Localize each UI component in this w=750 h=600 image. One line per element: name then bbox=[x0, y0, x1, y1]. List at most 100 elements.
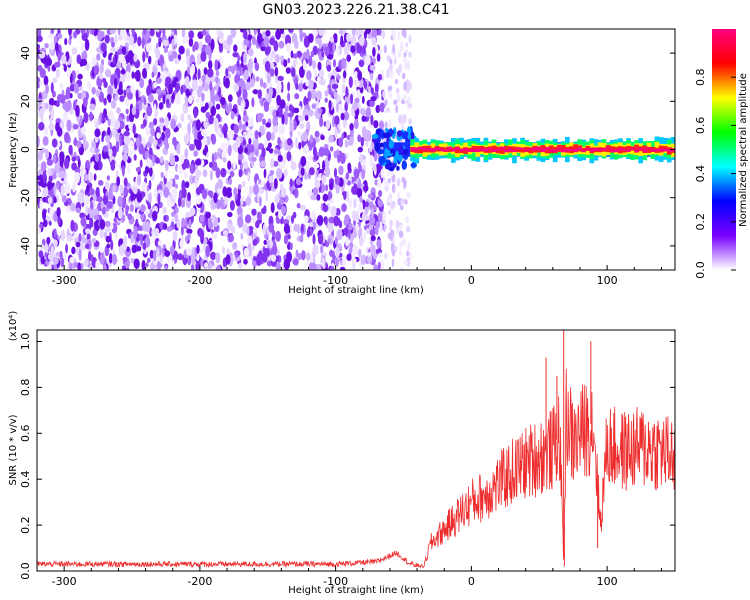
spectrogram-noise-cell bbox=[148, 121, 155, 129]
spectrogram-noise-cell bbox=[311, 103, 317, 110]
spectrogram-noise-cell bbox=[65, 243, 68, 254]
spectrogram-noise-cell bbox=[247, 235, 253, 245]
spectrogram-noise-cell bbox=[154, 60, 158, 68]
spectrogram-noise-cell bbox=[70, 202, 76, 212]
spectrogram-noise-cell bbox=[347, 162, 352, 171]
spectrogram-noise-cell bbox=[201, 74, 206, 83]
spectrogram-noise-cell bbox=[124, 98, 130, 107]
spectrogram-noise-cell bbox=[355, 223, 360, 232]
spectrogram-noise-cell bbox=[253, 139, 259, 150]
spectrogram-noise-cell bbox=[391, 248, 396, 257]
spectrogram-noise-cell bbox=[229, 200, 235, 211]
spectrogram-noise-cell bbox=[243, 69, 249, 81]
spectrogram-noise-cell bbox=[369, 229, 376, 237]
spectrogram-noise-cell bbox=[255, 76, 260, 82]
spectrogram-noise-cell bbox=[220, 167, 227, 178]
spectrogram-signal-cell bbox=[512, 146, 517, 151]
spectrogram-x-tick-label: -200 bbox=[187, 274, 212, 287]
spectrogram-noise-cell bbox=[202, 148, 207, 156]
spectrogram-noise-cell bbox=[207, 190, 214, 196]
spectrogram-noise-cell bbox=[308, 262, 315, 270]
spectrogram-signal-cell bbox=[548, 149, 554, 152]
spectrogram-noise-cell bbox=[283, 258, 290, 270]
spectrogram-noise-cell bbox=[168, 83, 173, 95]
spectrogram-noise-cell bbox=[387, 232, 392, 240]
spectrogram-signal-cell bbox=[512, 149, 517, 152]
spectrogram-signal-cell bbox=[491, 148, 497, 152]
spectrogram-noise-cell bbox=[276, 81, 282, 92]
spectrogram-noise-cell bbox=[285, 67, 291, 74]
spectrogram-noise-cell bbox=[214, 126, 218, 133]
spectrogram-noise-cell bbox=[391, 183, 396, 194]
spectrogram-noise-cell bbox=[184, 96, 189, 108]
spectrogram-noise-cell bbox=[386, 195, 391, 204]
spectrogram-noise-cell bbox=[310, 88, 317, 100]
spectrogram-noise-cell bbox=[123, 177, 128, 187]
spectrogram-marks bbox=[37, 29, 675, 270]
spectrogram-signal-cell bbox=[455, 146, 460, 154]
spectrogram-noise-cell bbox=[93, 214, 99, 221]
spectrogram-noise-cell bbox=[399, 250, 402, 257]
spectrogram-noise-cell bbox=[261, 147, 266, 158]
spectrogram-noise-cell bbox=[329, 265, 335, 270]
spectrogram-noise-cell bbox=[294, 187, 298, 199]
spectrogram-noise-cell bbox=[237, 54, 241, 63]
spectrogram-noise-cell bbox=[325, 119, 331, 130]
spectrogram-noise-cell bbox=[396, 192, 401, 199]
spectrogram-onset-cell bbox=[392, 133, 396, 139]
spectrogram-signal-cell bbox=[434, 147, 440, 150]
spectrogram-noise-cell bbox=[375, 221, 380, 229]
spectrogram-noise-cell bbox=[361, 95, 365, 104]
spectrogram-noise-cell bbox=[385, 252, 389, 261]
spectrogram-noise-cell bbox=[83, 195, 90, 206]
spectrogram-noise-cell bbox=[150, 262, 155, 270]
spectrogram-noise-cell bbox=[52, 77, 58, 84]
spectrogram-noise-cell bbox=[189, 207, 196, 216]
snr-ticks: -300 -200 -100 0 100 0.0 0.2 0.4 0.6 0.8 1.0 bbox=[19, 333, 675, 588]
spectrogram-noise-cell bbox=[344, 140, 348, 148]
spectrogram-noise-cell bbox=[98, 91, 105, 103]
spectrogram-noise-cell bbox=[253, 29, 258, 36]
spectrogram-noise-cell bbox=[119, 29, 125, 37]
spectrogram-noise-cell bbox=[68, 29, 72, 36]
spectrogram-noise-cell bbox=[271, 244, 278, 256]
spectrogram-noise-cell bbox=[283, 223, 290, 234]
spectrogram-noise-cell bbox=[131, 244, 137, 254]
spectrogram-noise-cell bbox=[280, 55, 285, 61]
spectrogram-noise-cell bbox=[343, 43, 350, 56]
spectrogram-noise-cell bbox=[162, 39, 169, 47]
spectrogram-noise-cell bbox=[242, 223, 249, 234]
snr-y-tick-label: 0.6 bbox=[19, 425, 32, 443]
spectrogram-noise-cell bbox=[363, 80, 368, 90]
spectrogram-noise-cell bbox=[406, 225, 411, 233]
spectrogram-noise-cell bbox=[118, 54, 125, 63]
spectrogram-signal-cell bbox=[556, 147, 562, 150]
spectrogram-noise-cell bbox=[163, 187, 170, 199]
spectrogram-noise-cell bbox=[131, 71, 135, 79]
spectrogram-noise-cell bbox=[238, 262, 243, 269]
spectrogram-noise-cell bbox=[126, 115, 130, 122]
spectrogram-noise-cell bbox=[403, 93, 407, 102]
spectrogram-noise-cell bbox=[116, 176, 121, 187]
spectrogram-noise-cell bbox=[257, 89, 262, 99]
spectrogram-noise-cell bbox=[107, 94, 112, 103]
spectrogram-signal-cell bbox=[467, 149, 472, 152]
spectrogram-noise-cell bbox=[227, 160, 232, 170]
spectrogram-noise-cell bbox=[96, 53, 101, 61]
spectrogram-noise-cell bbox=[322, 263, 326, 270]
spectrogram-noise-cell bbox=[313, 154, 319, 161]
spectrogram-noise-cell bbox=[299, 123, 305, 130]
spectrogram-noise-cell bbox=[97, 180, 104, 186]
spectrogram-noise-cell bbox=[106, 200, 114, 209]
spectrogram-noise-cell bbox=[404, 199, 408, 205]
spectrogram-noise-cell bbox=[135, 167, 141, 173]
spectrogram-signal-cell bbox=[597, 148, 603, 151]
spectrogram-noise-cell bbox=[372, 57, 376, 65]
spectrogram-noise-cell bbox=[378, 120, 385, 130]
spectrogram-noise-cell bbox=[340, 112, 345, 121]
spectrogram-noise-cell bbox=[340, 35, 344, 46]
spectrogram-noise-cell bbox=[66, 234, 73, 242]
spectrogram-noise-cell bbox=[114, 33, 118, 45]
spectrogram-noise-cell bbox=[211, 231, 218, 240]
spectrogram-noise-cell bbox=[277, 154, 283, 162]
